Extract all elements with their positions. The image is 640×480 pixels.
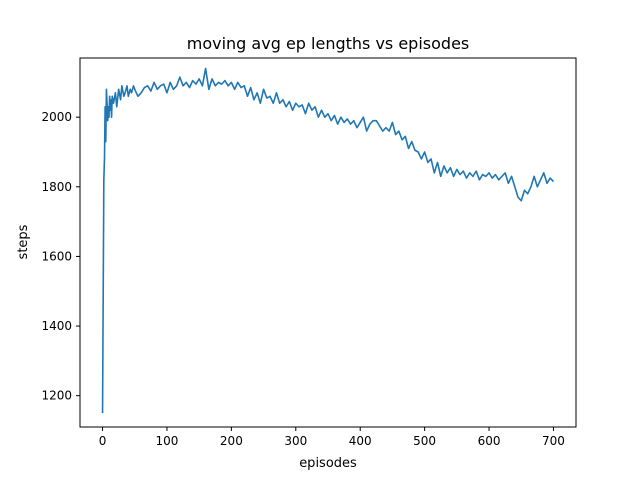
x-tick-label: 200 [220,434,243,448]
x-tick-label: 400 [349,434,372,448]
axis-ticks: 0 100 200 300 400 500 600 700 1200 1400 1600 1800 20… [41,110,564,448]
y-tick-label: 2000 [41,110,72,124]
y-tick-label: 1800 [41,180,72,194]
x-tick-label: 700 [542,434,565,448]
x-axis-label: episodes [299,456,357,471]
x-tick-label: 500 [413,434,436,448]
y-axis-label: steps [16,224,31,259]
chart-title: moving avg ep lengths vs episodes [187,34,470,53]
plot-frame [79,57,577,428]
series-line-0 [101,67,555,414]
x-tick-label: 100 [156,434,179,448]
plot-area [101,67,555,414]
y-tick-label: 1200 [41,389,72,403]
x-tick-label: 300 [284,434,307,448]
x-tick-label: 0 [99,434,107,448]
y-tick-label: 1600 [41,249,72,263]
y-tick-label: 1400 [41,319,72,333]
x-tick-label: 600 [478,434,501,448]
